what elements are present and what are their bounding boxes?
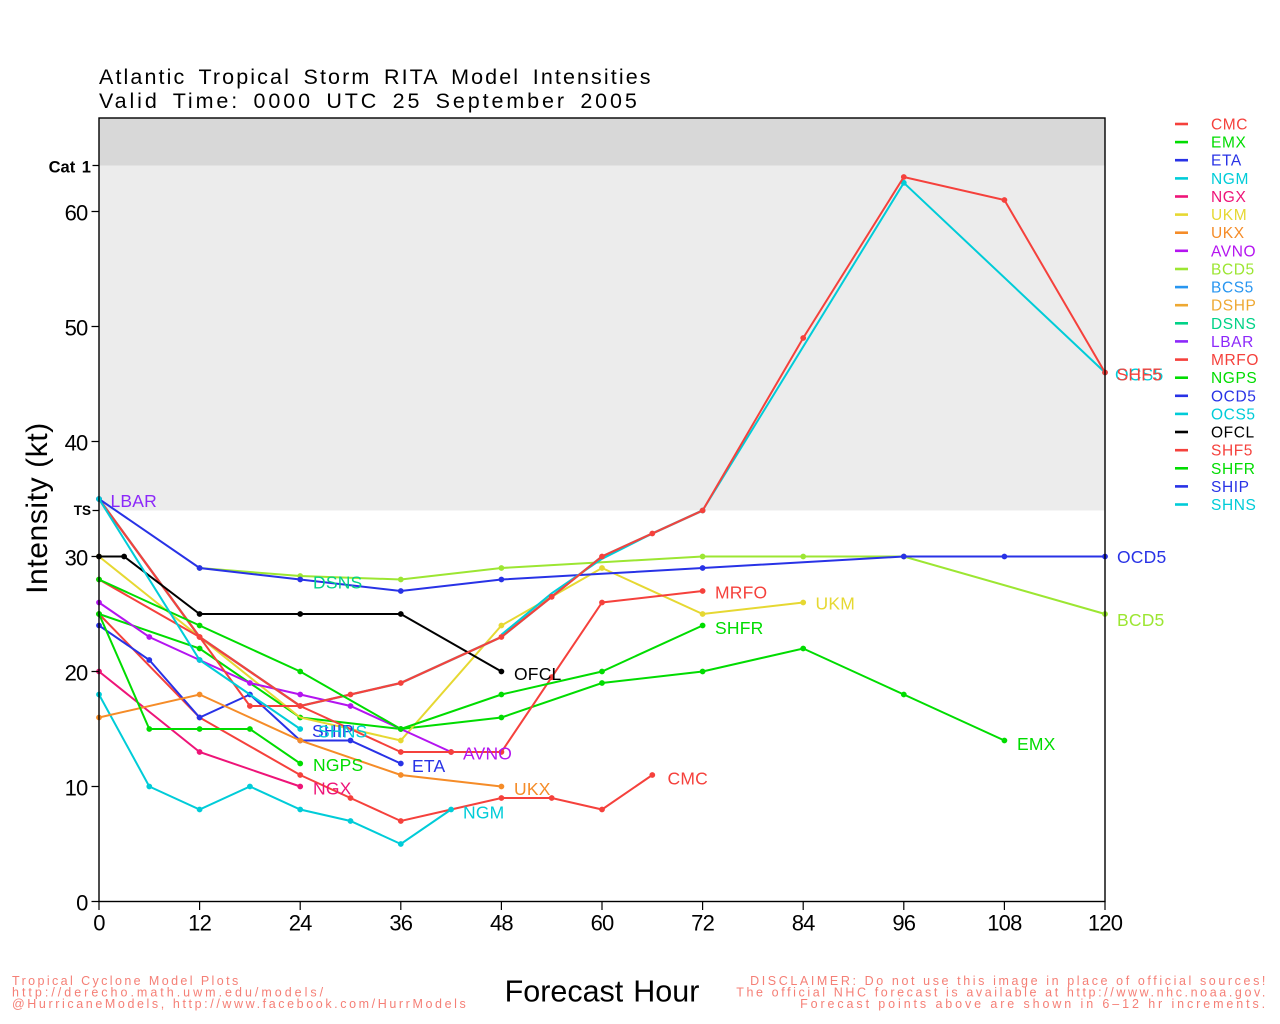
svg-text:120: 120 bbox=[1088, 911, 1123, 936]
svg-text:DISCLAIMER: Do not use this im: DISCLAIMER: Do not use this image in pla… bbox=[750, 974, 1268, 988]
svg-text:OCS5: OCS5 bbox=[1211, 406, 1256, 423]
svg-text:0: 0 bbox=[76, 891, 88, 916]
svg-text:DSNS: DSNS bbox=[1211, 316, 1256, 333]
svg-text:30: 30 bbox=[65, 546, 88, 571]
svg-text:BCD5: BCD5 bbox=[1117, 610, 1164, 630]
svg-text:http://derecho.math.uwm.edu/mo: http://derecho.math.uwm.edu/models/ bbox=[12, 986, 326, 1000]
svg-text:DSNS: DSNS bbox=[313, 573, 362, 593]
svg-text:NGX: NGX bbox=[313, 779, 352, 799]
svg-text:UKX: UKX bbox=[514, 779, 551, 799]
svg-text:The official NHC forecast is a: The official NHC forecast is available a… bbox=[736, 986, 1268, 1000]
svg-text:TS: TS bbox=[74, 503, 91, 518]
svg-text:Forecast Hour: Forecast Hour bbox=[505, 975, 700, 1009]
svg-text:LBAR: LBAR bbox=[1211, 334, 1254, 351]
svg-text:Intensity (kt): Intensity (kt) bbox=[21, 422, 54, 594]
svg-text:72: 72 bbox=[691, 911, 714, 936]
svg-text:OFCL: OFCL bbox=[514, 664, 562, 684]
svg-text:OFCL: OFCL bbox=[1211, 425, 1255, 442]
svg-text:Forecast points above are show: Forecast points above are shown in 6–12 … bbox=[800, 997, 1268, 1011]
svg-text:EMX: EMX bbox=[1211, 135, 1246, 152]
svg-text:MRFO: MRFO bbox=[715, 583, 767, 603]
svg-text:UKX: UKX bbox=[1211, 225, 1245, 242]
svg-text:ETA: ETA bbox=[412, 756, 445, 776]
svg-text:Cat 1: Cat 1 bbox=[49, 159, 91, 177]
svg-text:Tropical Cyclone Model Plots: Tropical Cyclone Model Plots bbox=[12, 974, 241, 988]
svg-text:108: 108 bbox=[987, 911, 1022, 936]
svg-text:ETA: ETA bbox=[1211, 153, 1242, 170]
svg-text:SHFR: SHFR bbox=[1211, 461, 1256, 478]
svg-text:36: 36 bbox=[389, 911, 412, 936]
svg-text:AVNO: AVNO bbox=[1211, 243, 1256, 260]
svg-text:SHF5: SHF5 bbox=[1117, 365, 1163, 385]
svg-text:50: 50 bbox=[65, 316, 88, 341]
svg-text:AVNO: AVNO bbox=[463, 744, 512, 764]
svg-text:CMC: CMC bbox=[1211, 117, 1248, 134]
svg-text:BCS5: BCS5 bbox=[1211, 280, 1254, 297]
svg-text:10: 10 bbox=[65, 776, 88, 801]
svg-text:12: 12 bbox=[188, 911, 211, 936]
svg-text:SHF5: SHF5 bbox=[1211, 443, 1253, 460]
svg-text:48: 48 bbox=[490, 911, 513, 936]
svg-text:60: 60 bbox=[591, 911, 614, 936]
svg-text:Atlantic Tropical Storm RITA M: Atlantic Tropical Storm RITA Model Inten… bbox=[99, 65, 653, 89]
svg-text:NGPS: NGPS bbox=[1211, 370, 1257, 387]
svg-text:MRFO: MRFO bbox=[1211, 352, 1259, 369]
svg-text:SHNS: SHNS bbox=[318, 722, 367, 742]
svg-text:UKM: UKM bbox=[1211, 207, 1247, 224]
svg-text:OCD5: OCD5 bbox=[1117, 547, 1166, 567]
svg-text:Valid Time: 0000 UTC 25 Septem: Valid Time: 0000 UTC 25 September 2005 bbox=[99, 89, 640, 113]
svg-text:NGX: NGX bbox=[1211, 189, 1246, 206]
svg-text:NGM: NGM bbox=[463, 803, 504, 823]
svg-text:LBAR: LBAR bbox=[111, 491, 158, 511]
svg-text:40: 40 bbox=[65, 431, 88, 456]
svg-text:0: 0 bbox=[93, 911, 105, 936]
svg-text:24: 24 bbox=[289, 911, 312, 936]
svg-text:SHNS: SHNS bbox=[1211, 497, 1256, 514]
svg-text:UKM: UKM bbox=[816, 594, 856, 614]
svg-text:OCD5: OCD5 bbox=[1211, 388, 1256, 405]
svg-text:CMC: CMC bbox=[668, 769, 708, 789]
svg-text:BCD5: BCD5 bbox=[1211, 262, 1255, 279]
svg-text:NGM: NGM bbox=[1211, 171, 1249, 188]
svg-text:@HurricaneModels, http://www.f: @HurricaneModels, http://www.facebook.co… bbox=[12, 997, 468, 1011]
svg-text:96: 96 bbox=[892, 911, 915, 936]
svg-text:NGPS: NGPS bbox=[313, 755, 363, 775]
svg-text:SHIP: SHIP bbox=[312, 721, 354, 741]
svg-text:20: 20 bbox=[65, 661, 88, 686]
svg-text:60: 60 bbox=[65, 201, 88, 226]
svg-text:84: 84 bbox=[792, 911, 815, 936]
svg-text:EMX: EMX bbox=[1017, 734, 1056, 754]
svg-text:OCS5: OCS5 bbox=[1115, 365, 1163, 385]
svg-text:SHIP: SHIP bbox=[1211, 479, 1250, 496]
svg-text:DSHP: DSHP bbox=[1211, 298, 1256, 315]
svg-text:SHFR: SHFR bbox=[715, 618, 763, 638]
